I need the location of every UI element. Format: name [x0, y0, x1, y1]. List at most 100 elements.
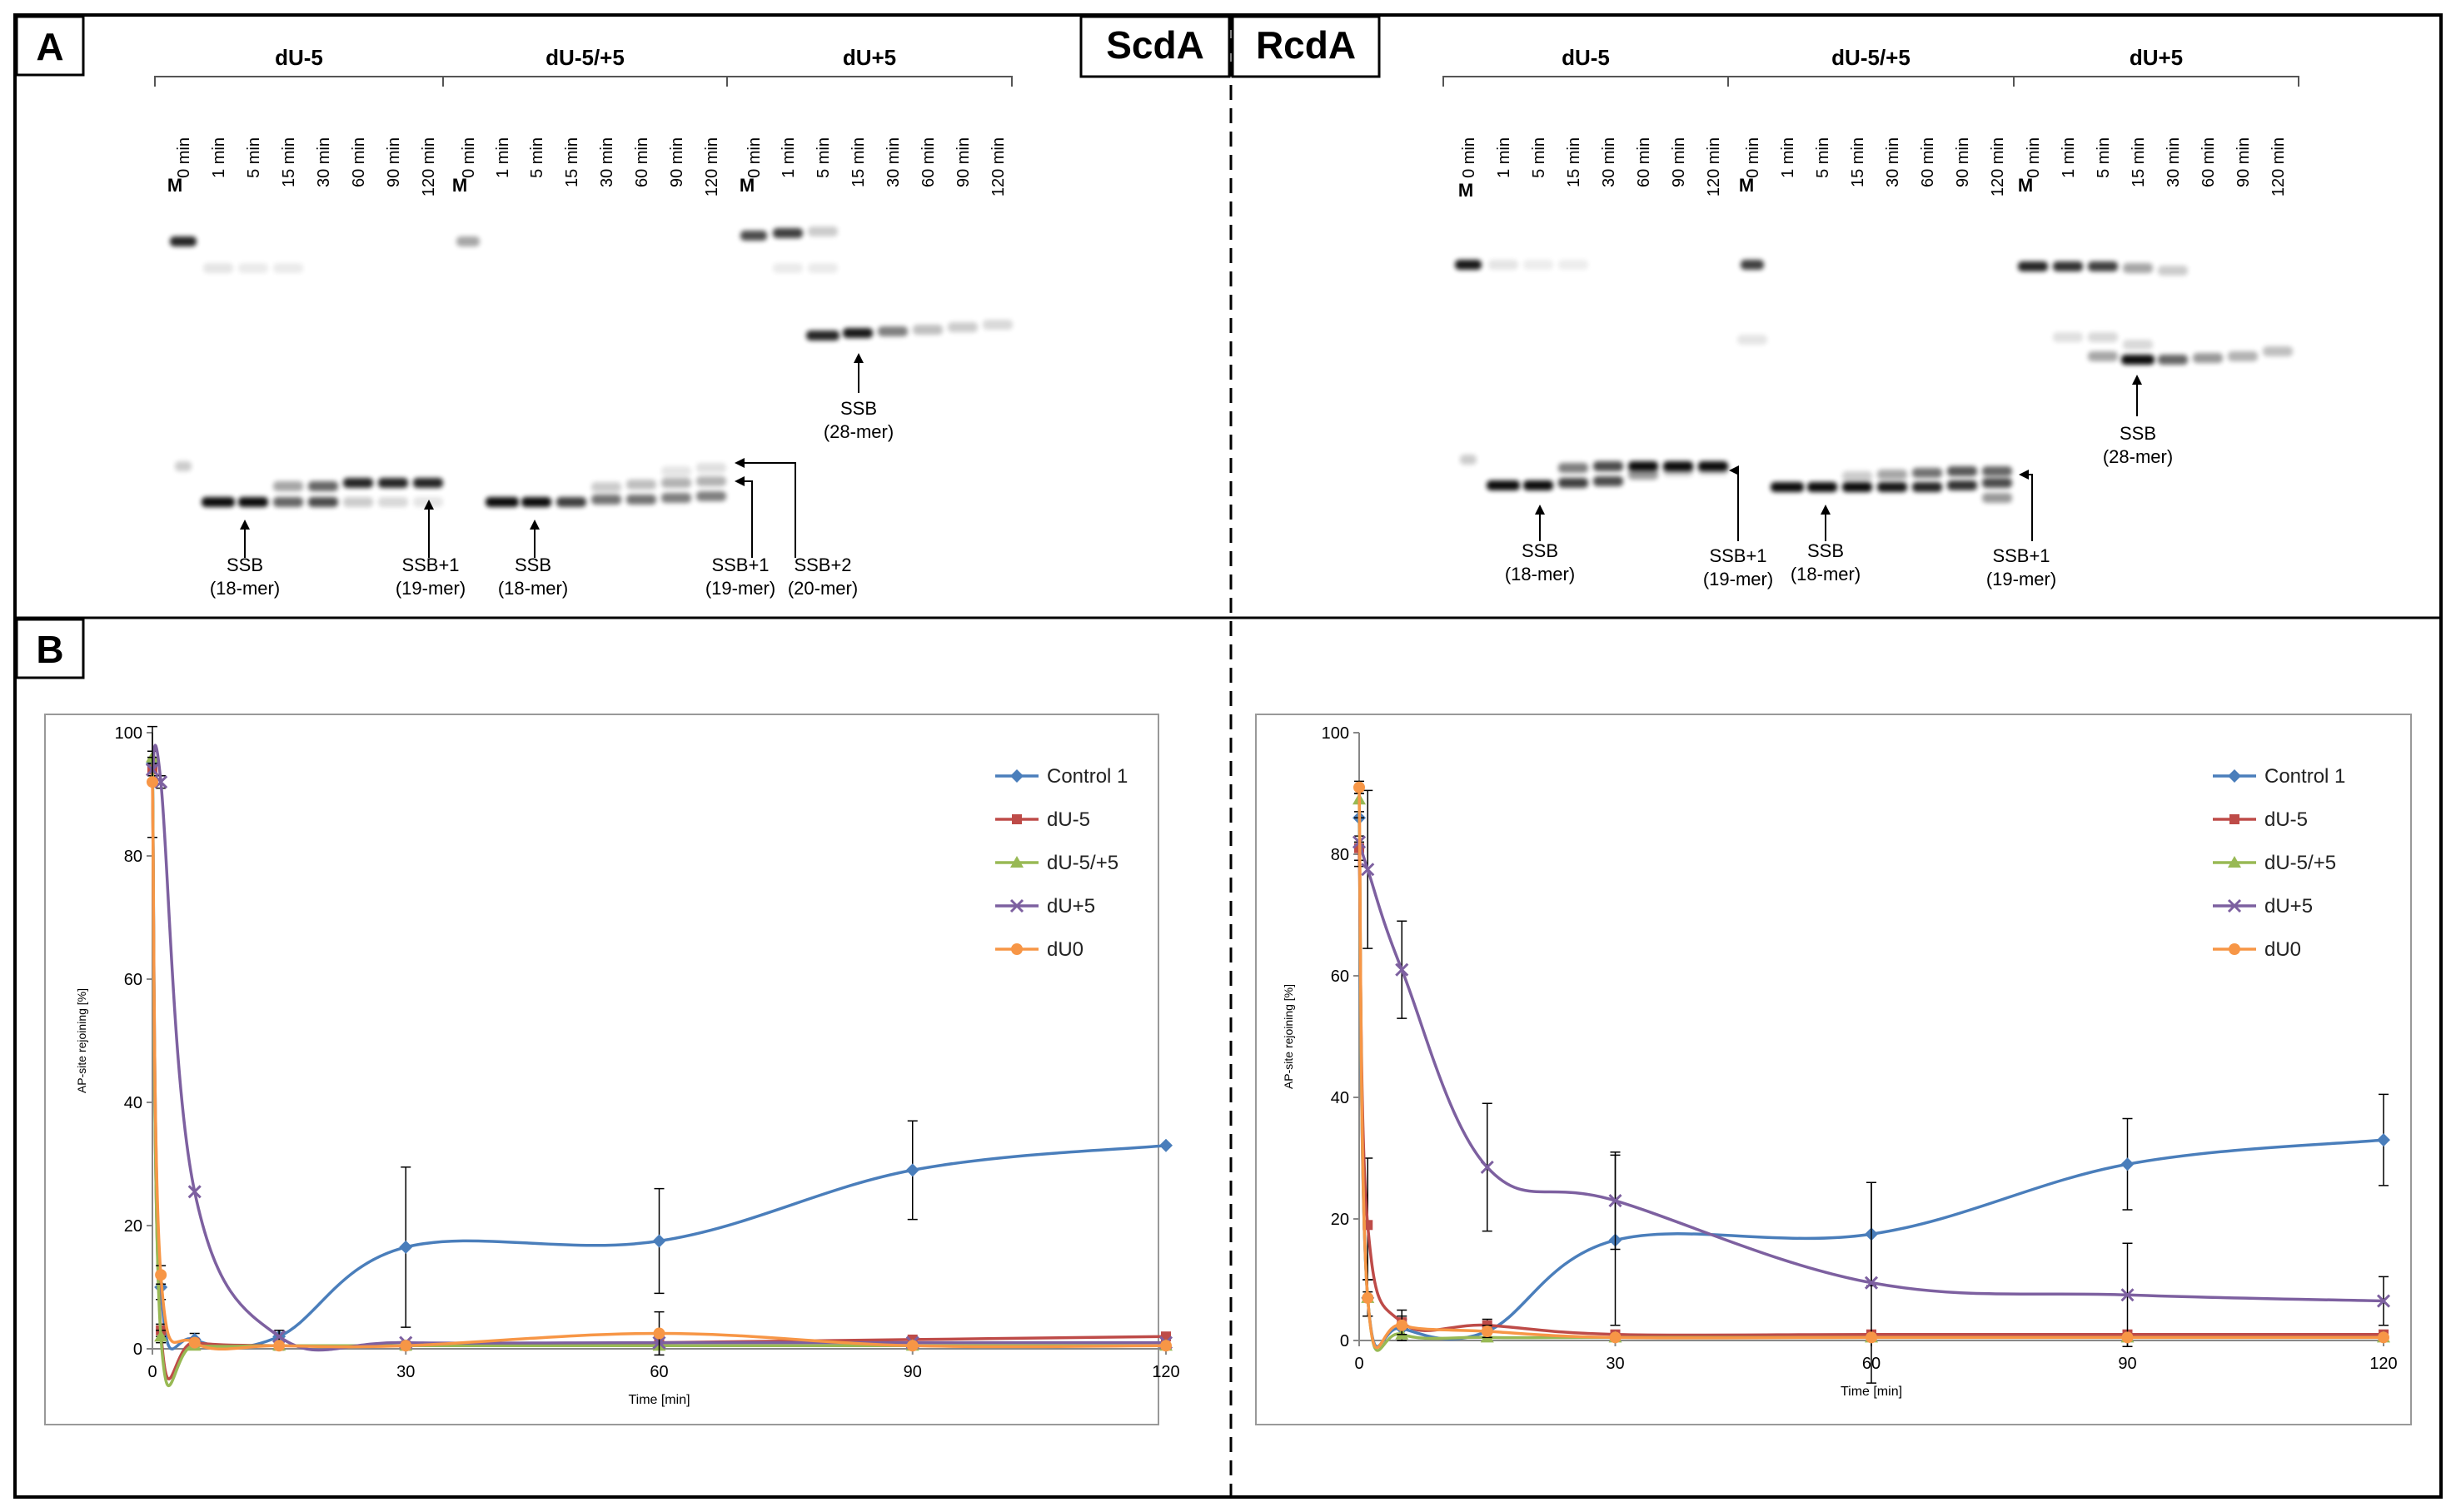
lane-time-label: 90 min [1954, 137, 1972, 187]
gel-band [1628, 461, 1658, 471]
gel-band [2121, 355, 2155, 365]
legend-item: dU-5 [995, 808, 1090, 831]
lane-time-label: 0 min [460, 137, 478, 178]
annotation-arrowhead [854, 353, 864, 363]
x-tick-label: 90 [2118, 1355, 2136, 1373]
gel-band [308, 481, 338, 491]
gel-band [696, 491, 726, 501]
gel-group-label: dU-5/+5 [546, 45, 625, 70]
lane-time-label: 90 min [385, 137, 403, 187]
gel-band [1455, 260, 1482, 270]
series-du0 [147, 725, 1172, 1356]
lane-time-label: 5 min [528, 137, 546, 178]
gel-band [203, 263, 233, 273]
gel-band [2088, 351, 2118, 361]
y-tick-label: 40 [124, 1094, 142, 1112]
y-tick-label: 40 [1331, 1089, 1349, 1107]
y-tick-label: 20 [1331, 1211, 1349, 1229]
data-point [1012, 814, 1022, 824]
band-annotation-line2: (19-mer) [1703, 569, 1773, 589]
gel-band [273, 481, 303, 491]
gel-band [2193, 353, 2223, 363]
annotation-arrowhead [1821, 505, 1831, 515]
band-annotation-line1: SSB+1 [711, 555, 769, 575]
x-tick-label: 0 [1354, 1355, 1363, 1373]
data-point [272, 1330, 286, 1344]
lane-time-label: 1 min [494, 137, 512, 178]
gel-band [1877, 470, 1907, 480]
y-axis-label: AP-site rejoining [%] [1282, 984, 1295, 1089]
lane-time-label: 15 min [849, 137, 868, 187]
legend-label: Control 1 [2264, 765, 2345, 788]
data-point [1010, 769, 1024, 783]
lane-time-label: 60 min [919, 137, 938, 187]
gel-band [661, 493, 691, 503]
data-point [1396, 1319, 1408, 1331]
y-tick-label: 60 [1331, 967, 1349, 986]
series-line [1358, 787, 2384, 1350]
lane-time-label: 5 min [2095, 137, 2113, 178]
gel-band [2088, 261, 2118, 271]
data-point [1010, 856, 1024, 868]
gel-band [1807, 482, 1837, 492]
band-annotation-line1: SSB [1807, 540, 1844, 561]
gel-band [1488, 260, 1518, 270]
band-annotation-line1: SSB+2 [794, 555, 851, 575]
gel-band [1593, 461, 1623, 471]
data-point [905, 1163, 919, 1177]
gel-group-label: dU-5/+5 [1831, 45, 1910, 70]
data-point [1864, 1276, 1879, 1290]
x-tick-label: 60 [650, 1363, 668, 1381]
gel-band [1947, 480, 1977, 490]
gel-band [696, 476, 726, 486]
scda-header-box [1079, 15, 1231, 78]
gel-band [2158, 266, 2188, 276]
gel-group-label: dU-5 [1562, 45, 1610, 70]
gel-band [202, 497, 235, 507]
group-bracket [726, 76, 1013, 87]
data-point [1609, 1331, 1622, 1344]
gel-band [983, 320, 1013, 330]
gel-band [1877, 482, 1907, 492]
gel-band [1460, 455, 1477, 465]
gel-band [1842, 482, 1872, 492]
gel-band [1771, 482, 1804, 492]
legend-item: dU-5/+5 [995, 852, 1118, 874]
data-point [1160, 1340, 1172, 1352]
gel-band [1523, 260, 1553, 270]
gel-band [238, 263, 268, 273]
gel-band [2053, 261, 2083, 271]
legend-item: dU+5 [2213, 895, 2313, 918]
gel-band [843, 328, 873, 338]
lane-time-label: 120 min [1705, 137, 1723, 196]
gel-band [1982, 466, 2012, 476]
gel-band [626, 480, 656, 490]
gel-band [378, 478, 408, 488]
band-annotation-line2: (28-mer) [2103, 446, 2173, 467]
gel-scda: dU-5 0 min 1 min 5 min 15 min 30 min 60 min 90 … [154, 45, 1013, 599]
x-axis-label: Time [min] [1841, 1385, 1902, 1399]
lane-time-label: 15 min [1849, 137, 1867, 187]
gel-band [808, 226, 838, 236]
data-point [1362, 1291, 1374, 1304]
data-point [2229, 814, 2239, 824]
lane-time-label: 120 min [420, 137, 438, 196]
data-point [2228, 856, 2241, 868]
gel-band [175, 461, 192, 471]
lane-time-label: 30 min [598, 137, 616, 187]
legend-label: dU0 [1047, 938, 1084, 961]
gel-band [1663, 461, 1693, 471]
lane-time-label: 30 min [315, 137, 333, 187]
lane-time-label: 0 min [745, 137, 764, 178]
gel-band [696, 463, 726, 473]
data-point [1481, 1325, 1493, 1338]
gel-band [808, 263, 838, 273]
gel-band [308, 497, 338, 507]
gel-band [378, 497, 408, 507]
lane-time-label: 0 min [175, 137, 193, 178]
band-annotation-line2: (18-mer) [498, 578, 568, 599]
data-point [2227, 898, 2242, 913]
data-point [273, 1340, 286, 1352]
legend-label: dU+5 [2264, 895, 2313, 918]
y-tick-label: 20 [124, 1217, 142, 1236]
